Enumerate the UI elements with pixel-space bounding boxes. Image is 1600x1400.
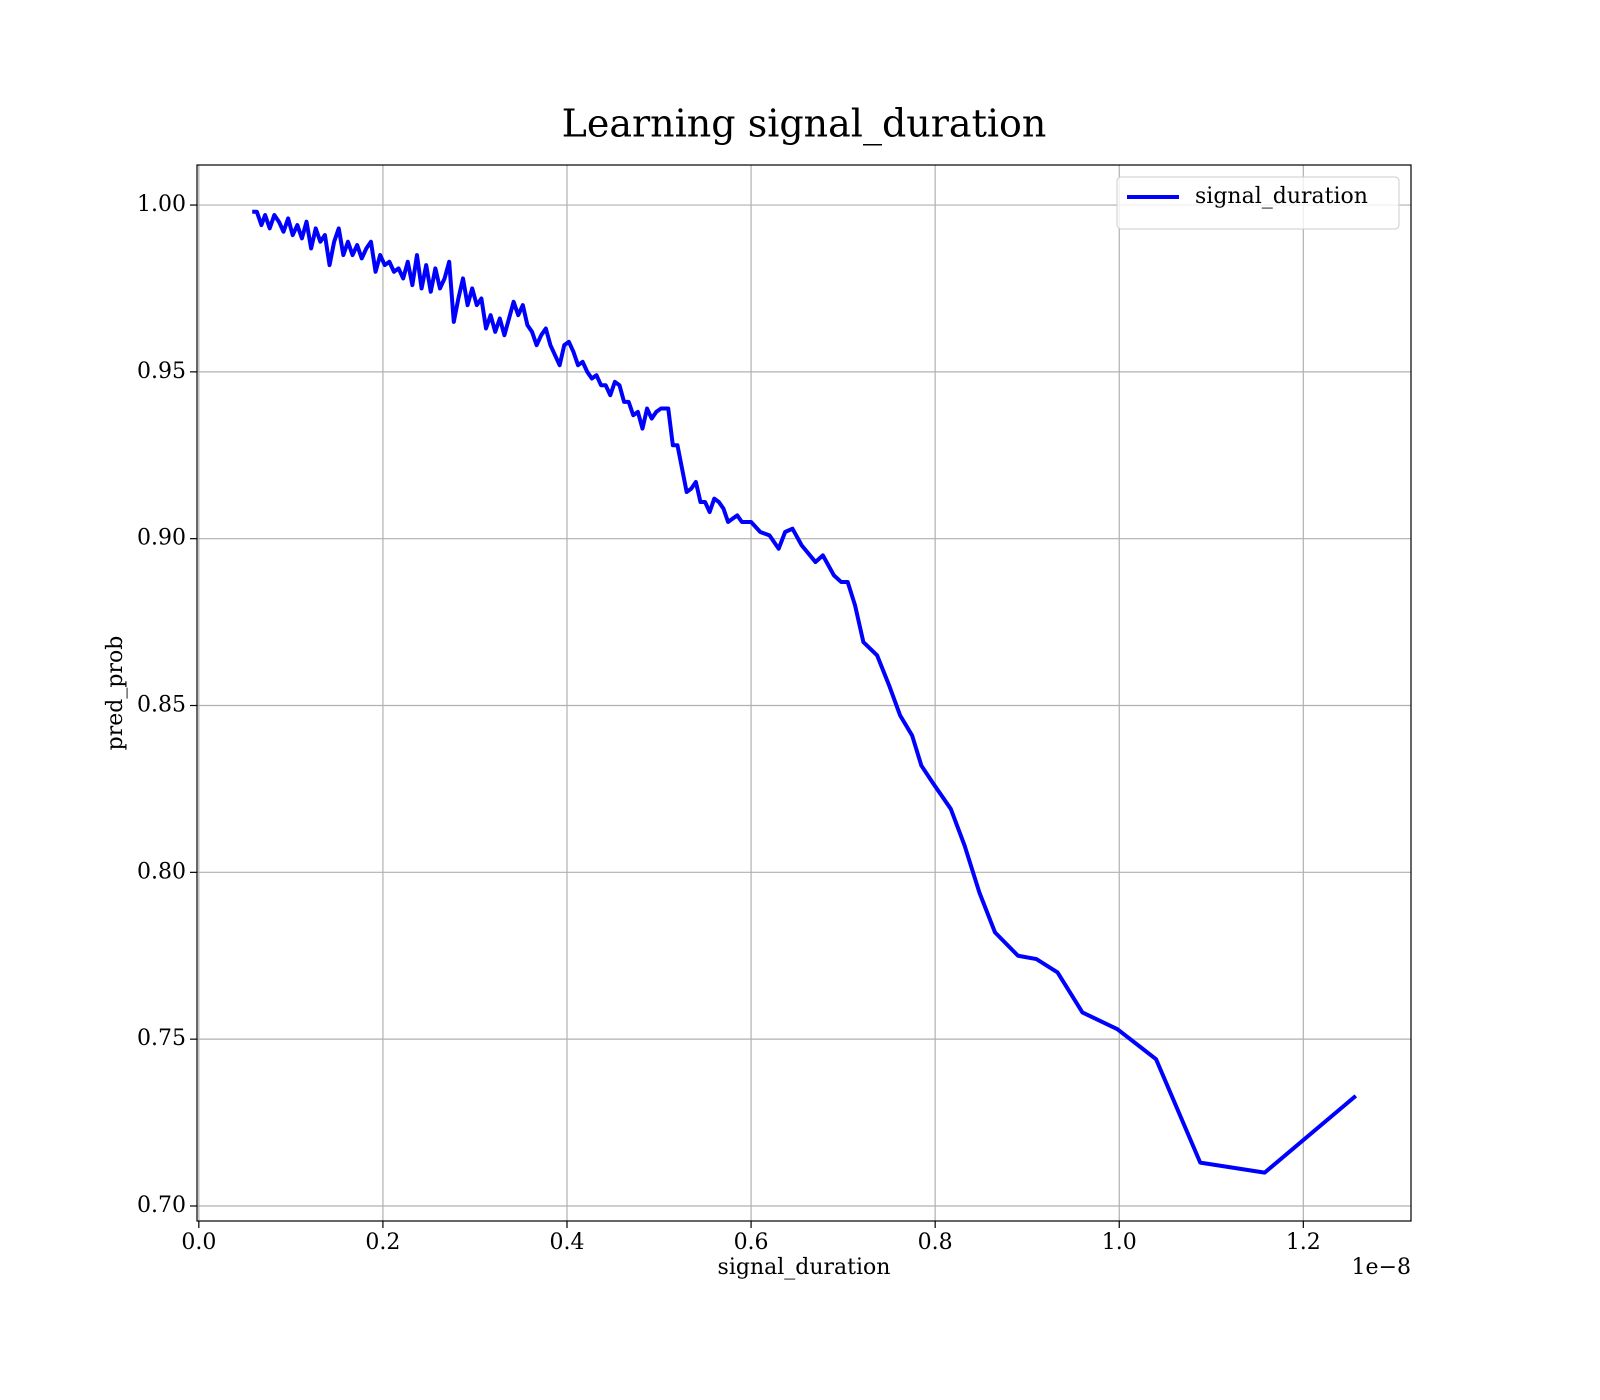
line <box>252 209 1358 1175</box>
y-tick-label: 0.95 <box>137 359 186 384</box>
x-tick-label: 0.8 <box>918 1230 953 1255</box>
x-tick-label: 1.0 <box>1102 1230 1137 1255</box>
x-tick-label: 0.6 <box>734 1230 769 1255</box>
x-tick-label: 0.0 <box>181 1230 216 1255</box>
plot-frame <box>196 164 1412 1222</box>
y-tick-label: 0.70 <box>137 1193 186 1218</box>
x-tick-label: 0.4 <box>549 1230 584 1255</box>
x-tick-label: 1.2 <box>1286 1230 1321 1255</box>
y-tick-label: 0.90 <box>137 526 186 551</box>
y-tick-label: 0.85 <box>137 693 186 718</box>
legend-box <box>1116 176 1400 230</box>
y-tick-label: 0.75 <box>137 1026 186 1051</box>
legend-label: signal_duration <box>1195 184 1368 209</box>
chart-title: Learning signal_duration <box>562 102 1047 147</box>
y-axis-label: pred_prob <box>103 636 128 751</box>
x-offset-label: 1e−8 <box>1352 1255 1411 1280</box>
x-tick-label: 0.2 <box>365 1230 400 1255</box>
y-tick-label: 1.00 <box>137 192 186 217</box>
x-axis-label: signal_duration <box>718 1255 891 1280</box>
y-tick-label: 0.80 <box>137 859 186 884</box>
